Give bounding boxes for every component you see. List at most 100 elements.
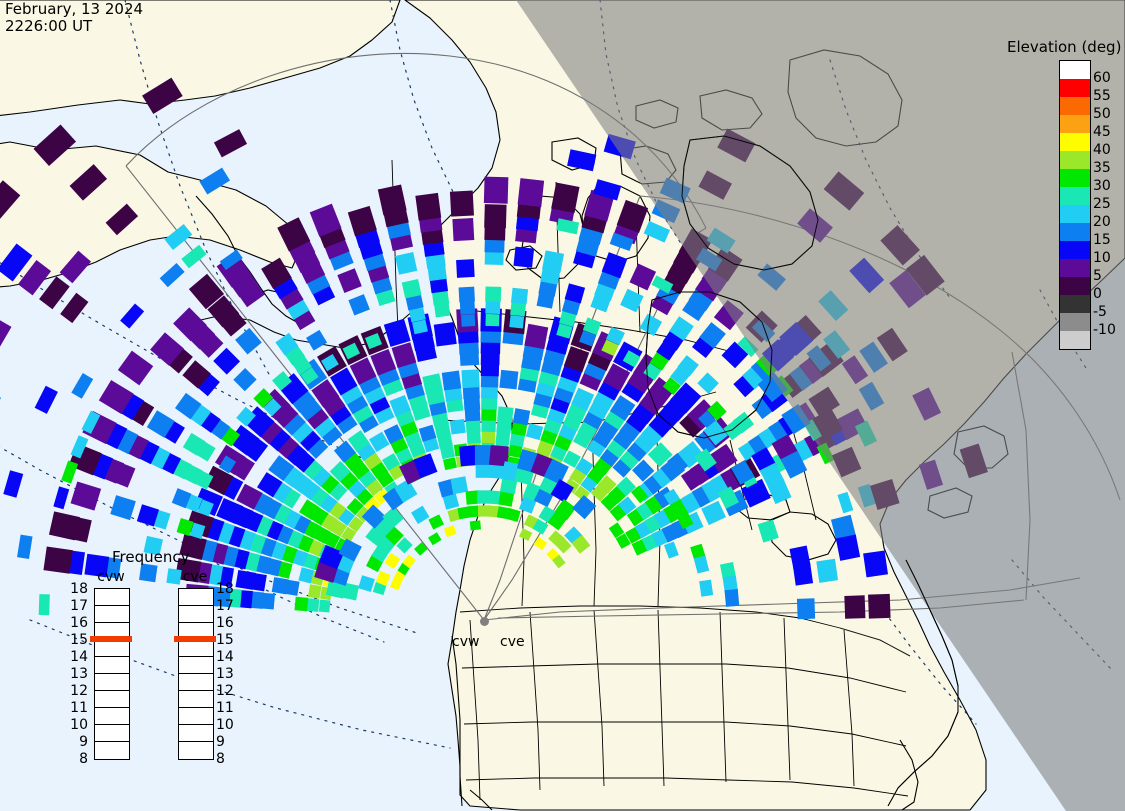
backscatter-cell xyxy=(207,295,240,328)
backscatter-cell xyxy=(377,184,407,216)
backscatter-cell xyxy=(69,164,108,201)
backscatter-cell xyxy=(347,205,377,237)
backscatter-cell xyxy=(401,279,422,299)
backscatter-cell xyxy=(166,568,182,585)
backscatter-cell xyxy=(173,307,207,342)
overdraw-hudson xyxy=(645,291,773,439)
backscatter-cell xyxy=(159,262,185,288)
backscatter-cell xyxy=(422,373,443,395)
backscatter-cell xyxy=(662,377,681,396)
backscatter-cell xyxy=(525,423,544,441)
backscatter-cell xyxy=(506,508,521,523)
backscatter-cell xyxy=(510,301,527,317)
backscatter-cell xyxy=(271,577,289,595)
grid-parallel-6 xyxy=(879,605,977,725)
backscatter-cell xyxy=(272,371,292,391)
backscatter-cell xyxy=(669,316,694,341)
backscatter-cell xyxy=(402,554,416,569)
frequency-gauge-cve-label: cve xyxy=(182,569,208,585)
backscatter-cell xyxy=(369,431,390,452)
backscatter-cell xyxy=(543,458,569,485)
backscatter-cell xyxy=(465,490,481,505)
backscatter-cell xyxy=(366,479,384,497)
backscatter-cell xyxy=(342,342,361,360)
backscatter-cell xyxy=(257,472,283,498)
backscatter-cell xyxy=(717,486,739,509)
backscatter-cell xyxy=(663,541,679,559)
elevation-color-cell-15 xyxy=(1060,331,1090,349)
frequency-tick-9: 9 xyxy=(79,734,88,750)
backscatter-cell xyxy=(38,594,50,616)
land-siberia xyxy=(0,0,401,116)
backscatter-cell xyxy=(389,394,411,417)
backscatter-cell xyxy=(328,500,347,520)
border-us-canada xyxy=(459,605,841,629)
backscatter-cell xyxy=(600,493,618,512)
backscatter-cell xyxy=(3,470,24,498)
backscatter-cell xyxy=(513,246,535,268)
backscatter-cell xyxy=(556,323,573,339)
backscatter-cell xyxy=(98,380,134,415)
backscatter-cell xyxy=(616,476,637,497)
backscatter-cell xyxy=(105,203,139,236)
coast-arctic-islets-d xyxy=(505,245,543,271)
backscatter-cell xyxy=(552,554,566,569)
backscatter-cell xyxy=(639,313,663,337)
backscatter-cell xyxy=(499,369,519,390)
backscatter-cell xyxy=(563,346,590,373)
backscatter-cell xyxy=(582,317,602,336)
elevation-tick-15: 15 xyxy=(1093,232,1111,248)
elevation-tick-30: 30 xyxy=(1093,178,1111,194)
frequency-gauge-cve-ticks-right: 18 17 16 15 14 13 12 11 10 9 8 xyxy=(216,582,242,766)
coast-baja xyxy=(469,789,493,811)
backscatter-cell xyxy=(263,398,282,417)
elevation-tick-55: 55 xyxy=(1093,88,1111,104)
backscatter-cell xyxy=(868,593,891,619)
backscatter-cell xyxy=(311,379,340,408)
backscatter-cell xyxy=(431,288,450,306)
backscatter-cell xyxy=(318,599,331,613)
backscatter-cell xyxy=(590,484,609,502)
backscatter-cell xyxy=(318,472,340,494)
frequency-gauge-cvw-label: cvw xyxy=(97,569,125,585)
backscatter-cell xyxy=(512,408,531,426)
backscatter-cell xyxy=(176,517,194,536)
backscatter-cell xyxy=(337,268,362,294)
border-state-h1 xyxy=(461,663,907,693)
elevation-colorbar xyxy=(1059,60,1091,350)
backscatter-cell xyxy=(306,329,328,351)
backscatter-cell xyxy=(449,190,474,217)
backscatter-cell xyxy=(347,430,370,453)
frequency-tick-10: 10 xyxy=(70,717,88,733)
backscatter-cell xyxy=(606,326,625,346)
elevation-tick-20: 20 xyxy=(1093,214,1111,230)
backscatter-cell xyxy=(418,424,437,442)
backscatter-cell xyxy=(601,339,619,357)
radar-site-label-cvw: cvw xyxy=(452,634,480,650)
backscatter-cell xyxy=(498,491,515,507)
elevation-color-cell-5 xyxy=(1060,151,1090,169)
backscatter-cell xyxy=(81,410,101,434)
border-state-v3 xyxy=(593,609,605,787)
backscatter-cell xyxy=(414,542,428,556)
backscatter-cell xyxy=(732,411,755,434)
backscatter-cell xyxy=(767,478,792,505)
backscatter-cell xyxy=(699,322,726,349)
backscatter-cell xyxy=(593,456,614,476)
backscatter-cell xyxy=(43,546,73,574)
backscatter-cell xyxy=(213,129,248,158)
backscatter-cell xyxy=(622,350,641,368)
backscatter-cell xyxy=(396,537,413,554)
elevation-tick--10: -10 xyxy=(1093,322,1116,338)
backscatter-cell xyxy=(509,315,525,329)
backscatter-cell xyxy=(485,313,500,327)
backscatter-cell xyxy=(440,445,455,460)
backscatter-cell xyxy=(236,483,263,510)
radar-site-label-cve: cve xyxy=(500,634,525,650)
backscatter-cell xyxy=(213,347,241,375)
backscatter-cell xyxy=(477,490,491,504)
frequency-tick-11: 11 xyxy=(216,700,234,716)
backscatter-cell xyxy=(318,544,345,570)
backscatter-cell xyxy=(586,465,606,485)
